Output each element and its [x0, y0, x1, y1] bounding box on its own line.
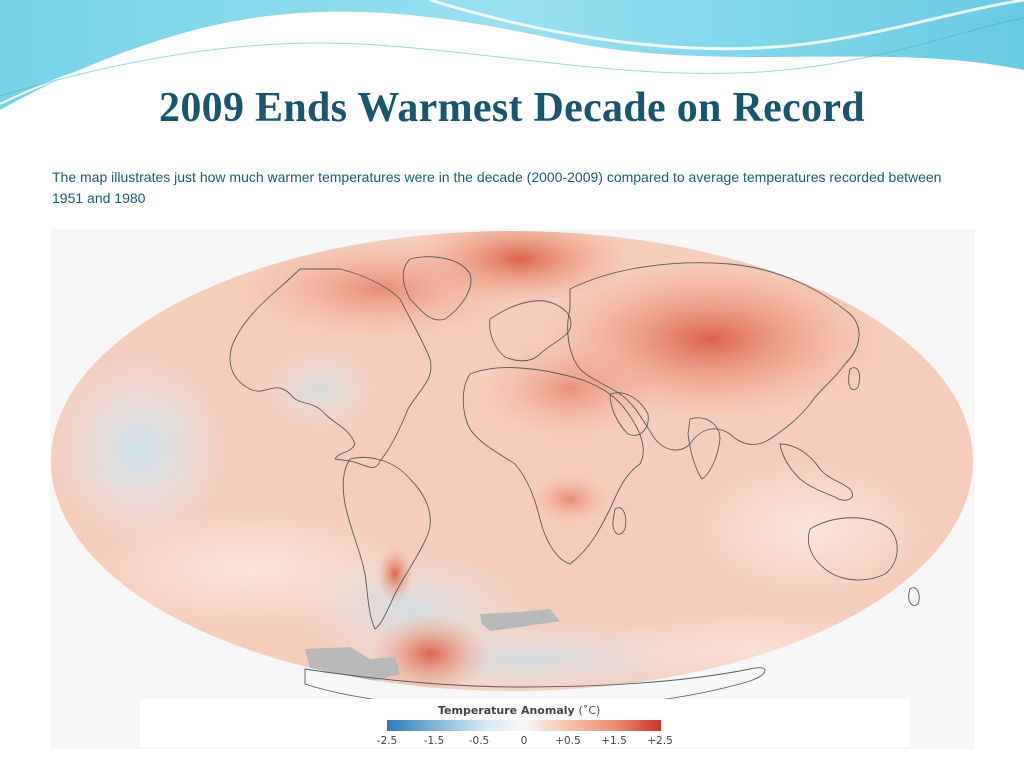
legend-tick: -1.5: [423, 735, 445, 747]
legend-colorbar: [387, 720, 661, 731]
legend-title: Temperature Anomaly (˚C): [438, 704, 600, 717]
south-america-outline: [342, 456, 431, 630]
africa-outline: [462, 367, 644, 565]
north-america-outline: [229, 268, 432, 468]
india-outline: [687, 417, 721, 480]
australia-outline: [807, 517, 898, 581]
anomaly-field: [51, 231, 973, 691]
coastlines: [229, 256, 920, 710]
asia-outline: [567, 262, 860, 451]
legend-unit: (˚C): [578, 704, 601, 717]
slide-title: 2009 Ends Warmest Decade on Record: [159, 85, 865, 131]
new-zealand-outline: [908, 587, 920, 606]
greenland-outline: [402, 256, 472, 321]
legend-ticks: -2.5 -1.5 -0.5 0 +0.5 +1.5 +2.5: [360, 735, 690, 749]
slide-description: The map illustrates just how much warmer…: [52, 169, 942, 206]
arabia-outline: [609, 392, 649, 436]
legend-tick: 0: [520, 735, 528, 747]
legend-tick: -2.5: [376, 735, 398, 747]
japan-outline: [848, 367, 861, 391]
legend-tick: -0.5: [468, 735, 490, 747]
top-wave-line: [0, 17, 1024, 97]
top-wave-line-2: [429, 0, 1024, 51]
legend-tick: +1.5: [601, 735, 627, 747]
world-map: [50, 229, 975, 749]
top-wave-highlight: [0, 25, 521, 105]
legend-title-text: Temperature Anomaly: [438, 704, 575, 717]
legend-tick: +0.5: [555, 735, 581, 747]
legend-tick: +2.5: [647, 735, 673, 747]
no-data-patch: [305, 647, 400, 681]
no-data-patch: [480, 609, 560, 631]
europe-outline: [489, 300, 572, 362]
se-asia-outline: [779, 443, 853, 501]
madagascar-outline: [612, 507, 627, 535]
top-wave: [0, 0, 1024, 110]
